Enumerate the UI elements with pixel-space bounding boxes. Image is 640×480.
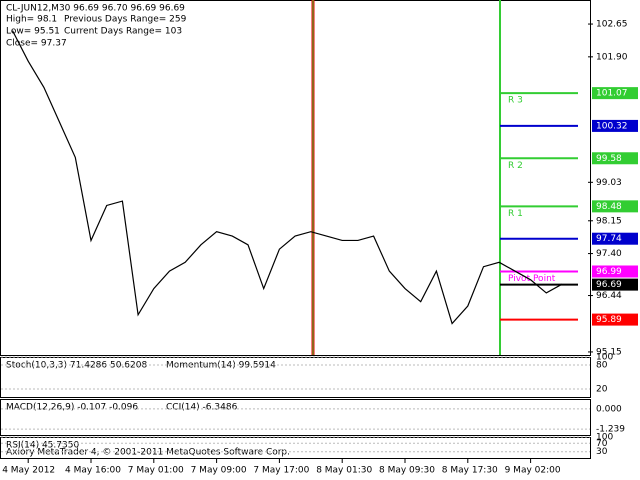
header: Low= 95.51	[6, 27, 60, 37]
level-label: 96.69	[596, 280, 622, 290]
y-tick-label: 97.40	[596, 249, 622, 259]
main-frame	[0, 0, 591, 356]
y-tick-label: 101.90	[596, 52, 628, 62]
level-label: 97.74	[596, 234, 622, 244]
y-tick-label: 95.15	[596, 347, 622, 357]
panel-frame	[0, 399, 591, 436]
level-box	[592, 265, 638, 278]
x-tick-label: 7 May 01:00	[128, 466, 184, 476]
y-tick-label: 96.44	[596, 291, 622, 301]
header: Previous Days Range= 259	[64, 15, 187, 25]
level-name: R 3	[508, 96, 523, 106]
y-tick-label: 100	[596, 433, 613, 443]
header: CL-JUN12,M30 96.69 96.70 96.69 96.69	[6, 4, 185, 14]
level-name: R 2	[508, 161, 523, 171]
x-tick-label: 8 May 17:30	[442, 466, 498, 476]
level-box	[592, 200, 638, 213]
level-box	[592, 313, 638, 326]
y-tick-label: 99.03	[596, 178, 622, 188]
x-tick-label: 4 May 16:00	[65, 466, 121, 476]
indicator-label: CCI(14) -6.3486	[166, 403, 238, 413]
level-label: 99.58	[596, 154, 622, 164]
y-tick-label: 30	[596, 447, 608, 457]
level-label: 100.32	[596, 121, 628, 131]
y-tick-label: 80	[596, 361, 608, 371]
indicator-label: Stoch(10,3,3) 71.4286 50.6208	[6, 361, 147, 371]
price-line	[11, 30, 563, 325]
footer: Axiory MetaTrader 4, © 2001-2011 MetaQuo…	[6, 448, 290, 458]
level-box	[592, 152, 638, 165]
y-tick-label: 20	[596, 385, 608, 395]
level-label: 95.89	[596, 315, 622, 325]
header: High= 98.1	[6, 15, 57, 25]
y-tick-label: 102.65	[596, 20, 628, 30]
x-tick-label: 9 May 02:00	[505, 466, 561, 476]
panel-frame	[0, 437, 591, 459]
y-tick-label: -1.239	[596, 425, 625, 435]
x-tick-label: 8 May 01:30	[316, 466, 372, 476]
level-label: 101.07	[596, 89, 628, 99]
level-name: Pivot Point	[508, 274, 556, 284]
header: Close= 97.37	[6, 39, 67, 49]
panel-frame	[0, 357, 591, 398]
y-tick-label: 100	[596, 353, 613, 363]
level-label: 96.99	[596, 267, 622, 277]
x-tick-label: 4 May 2012	[2, 466, 55, 476]
indicator-label: MACD(12,26,9) -0.107 -0.096	[6, 403, 138, 413]
indicator-label: RSI(14) 45.7350	[6, 441, 79, 451]
header: Current Days Range= 103	[64, 27, 182, 37]
level-name: R 1	[508, 209, 523, 219]
level-box	[592, 278, 638, 291]
y-tick-label: 70	[596, 439, 608, 449]
x-tick-label: 7 May 09:00	[191, 466, 247, 476]
y-tick-label: 98.15	[596, 216, 622, 226]
x-tick-label: 8 May 09:30	[379, 466, 435, 476]
level-box	[592, 232, 638, 245]
y-tick-label: 0.000	[596, 404, 622, 414]
level-box	[592, 119, 638, 132]
level-label: 98.48	[596, 202, 622, 212]
x-tick-label: 7 May 17:00	[253, 466, 309, 476]
level-box	[592, 87, 638, 100]
